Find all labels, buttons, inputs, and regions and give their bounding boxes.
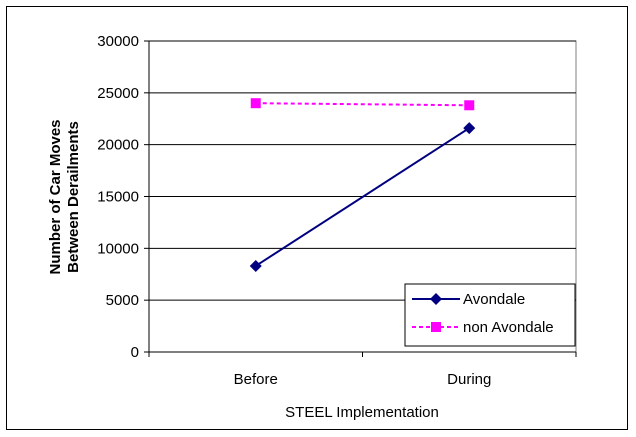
y-tick-label: 20000 bbox=[97, 137, 139, 154]
legend-box bbox=[404, 283, 576, 347]
data-point-avondale-during bbox=[463, 122, 476, 135]
x-axis-title: STEEL Implementation bbox=[285, 404, 439, 421]
legend-label-avondale: Avondale bbox=[463, 291, 525, 308]
data-point-non-avondale-during bbox=[464, 100, 475, 111]
y-axis: 0 5000 10000 15000 20000 25000 30000 bbox=[97, 33, 150, 361]
x-axis: Before During bbox=[148, 351, 577, 388]
y-tick-label: 30000 bbox=[97, 33, 139, 50]
legend-label-non-avondale: non Avondale bbox=[463, 319, 554, 336]
data-point-avondale-before bbox=[249, 259, 262, 272]
x-tick-label: During bbox=[447, 371, 491, 388]
data-point-non-avondale-before bbox=[250, 98, 261, 109]
y-axis-title: Number of Car Moves Between Derailments bbox=[47, 119, 82, 274]
x-tick-label: Before bbox=[234, 371, 278, 388]
series-layer bbox=[249, 98, 476, 272]
y-tick-label: 0 bbox=[131, 344, 139, 361]
y-axis-title-line-1: Number of Car Moves bbox=[47, 119, 64, 274]
legend: Avondale non Avondale bbox=[404, 283, 576, 347]
series-line-non-avondale bbox=[255, 102, 470, 107]
y-axis-title-line-2: Between Derailments bbox=[65, 121, 82, 273]
y-tick-label: 10000 bbox=[97, 240, 139, 257]
y-tick-label: 5000 bbox=[106, 292, 139, 309]
y-tick-label: 15000 bbox=[97, 189, 139, 206]
legend-marker-avondale bbox=[430, 293, 442, 305]
legend-marker-non-avondale bbox=[431, 322, 441, 332]
series-line-avondale bbox=[255, 127, 470, 267]
y-tick-label: 25000 bbox=[97, 85, 139, 102]
